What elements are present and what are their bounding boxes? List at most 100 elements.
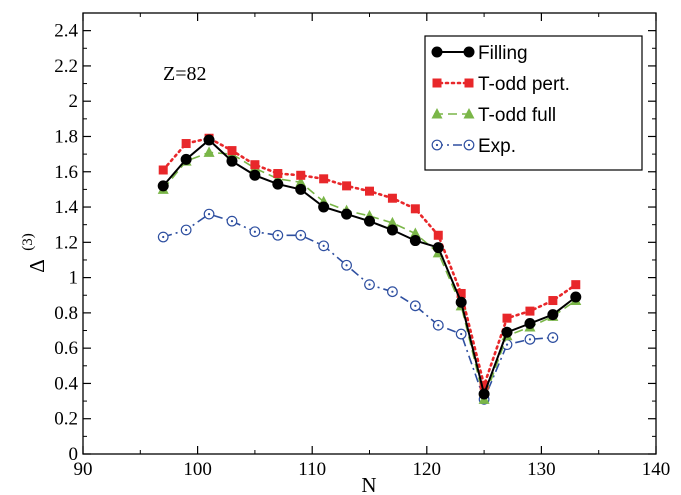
data-point [365,186,374,196]
data-point [386,216,398,228]
x-tick-label: 120 [413,459,442,480]
data-point [318,240,330,252]
data-point [547,332,559,343]
data-point [524,317,536,329]
y-tick-label: 2 [69,91,79,112]
legend-label: Exp. [478,136,516,157]
data-point [409,227,421,238]
data-point [226,215,238,227]
series-layer [157,133,582,405]
data-point [456,288,466,298]
data-point [296,170,306,180]
data-point [180,153,192,165]
data-point [227,146,237,156]
data-point [226,155,238,167]
data-point [203,134,215,146]
data-point [386,224,398,236]
series-line [161,136,578,390]
series-4 [157,208,559,405]
x-tick-label: 130 [527,459,556,480]
data-point [570,291,582,303]
y-tick-label: 1 [69,268,79,289]
data-point [502,313,512,323]
data-point [410,204,420,214]
x-tick-label: 90 [74,459,93,480]
data-point [571,280,581,290]
data-point [432,242,444,254]
legend-marker-left [431,46,443,58]
data-point [249,169,261,181]
data-point [364,279,375,291]
data-point [479,380,489,390]
data-point [364,215,375,227]
x-axis-title: N [361,473,376,495]
data-point [249,226,261,238]
legend-marker-right [464,78,474,88]
data-point [273,169,283,179]
z-annotation: Z=82 [163,63,207,85]
legend-marker-right [463,139,475,151]
y-axis-title-main: Δ [25,259,49,273]
data-point [525,306,535,316]
legend-marker-left [431,139,443,151]
data-point [157,231,169,243]
data-point [524,333,536,345]
data-point [341,259,352,271]
data-point [295,183,307,195]
data-point [455,328,467,340]
y-axis-title: Δ (3) [20,233,49,273]
data-point [409,300,421,312]
legend: Filling T-odd pert. T-odd full Exp. [424,35,643,171]
legend-marker-right [463,46,475,58]
data-point [318,201,330,213]
series-line [162,213,553,402]
data-point [478,388,490,400]
data-point [548,296,558,306]
data-point [433,230,443,240]
axis-ticks: 90 100 110 120 130 140 0 0.2 0.4 0.6 0.8 1 1.2 1.4 1.6… [54,13,670,480]
legend-label: Filling [478,43,528,64]
legend-item: Filling [431,43,528,64]
data-point [501,326,513,338]
data-point [409,235,421,247]
y-tick-label: 1.6 [54,162,78,183]
data-point [387,286,398,298]
y-tick-label: 0.8 [54,303,78,324]
data-point [180,224,192,236]
data-point [272,178,284,190]
data-point [341,208,353,220]
legend-frame [424,35,643,171]
data-point [203,208,215,220]
series-2 [158,133,581,390]
data-point [203,146,215,157]
legend-label: T-odd full [478,105,556,126]
data-point [272,229,284,241]
data-point [295,176,307,187]
data-point [295,229,307,241]
legend-marker-left [431,108,443,119]
series-line [162,138,577,398]
y-tick-label: 0.2 [54,409,78,430]
legend-label: T-odd pert. [478,74,570,95]
y-tick-label: 0 [69,444,79,465]
data-point [319,174,329,184]
legend-marker-right [463,108,475,119]
legend-items: Filling T-odd pert. T-odd full Exp. [431,43,570,157]
data-point [250,160,260,170]
y-tick-label: 0.6 [54,338,78,359]
data-point [342,181,352,191]
legend-item: T-odd full [431,105,556,126]
data-point [387,193,397,203]
x-tick-label: 100 [183,459,212,480]
y-tick-label: 1.4 [54,197,78,218]
y-tick-label: 1.2 [54,232,78,253]
data-point [455,296,467,308]
data-point [157,180,169,192]
y-axis-title-superscript: (3) [20,233,36,251]
legend-item: T-odd pert. [432,74,570,95]
y-tick-label: 1.8 [54,126,78,147]
y-tick-label: 0.4 [54,373,78,394]
y-tick-label: 2.2 [54,56,78,77]
y-tick-label: 2.4 [54,21,78,42]
